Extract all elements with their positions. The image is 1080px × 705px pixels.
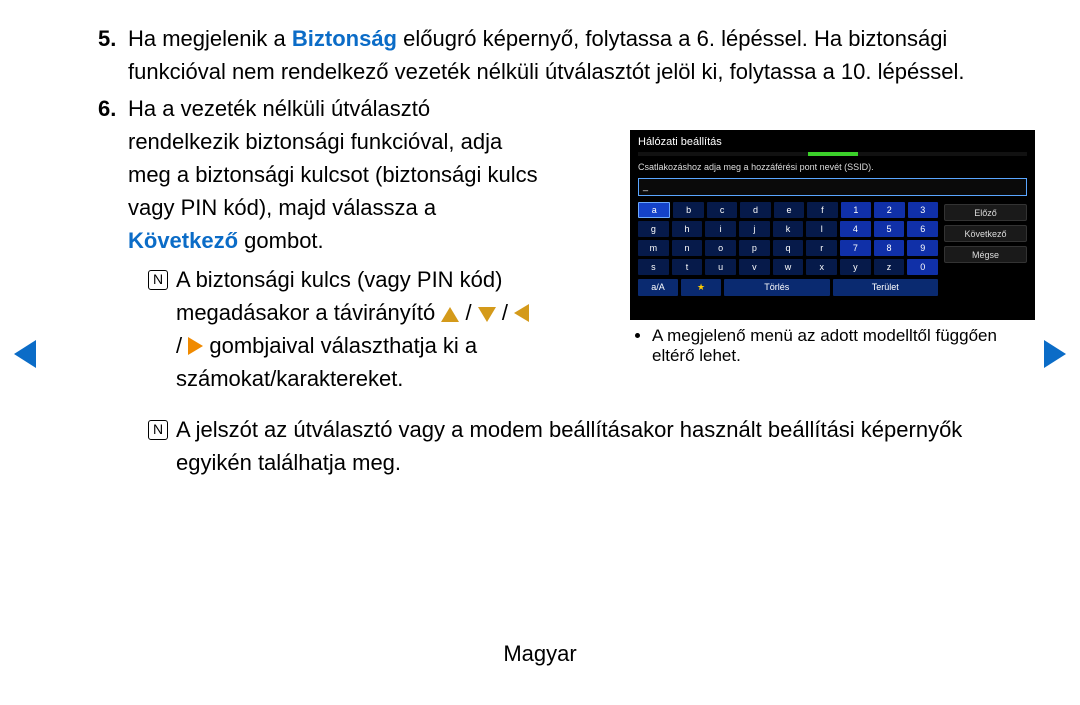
keyword-kovetkezo: Következő bbox=[128, 228, 238, 253]
key-b[interactable]: b bbox=[673, 202, 703, 218]
note-text: A biztonsági kulcs (vagy PIN kód) megadá… bbox=[176, 263, 536, 395]
key-f[interactable]: f bbox=[807, 202, 837, 218]
key-x[interactable]: x bbox=[806, 259, 837, 275]
key-0[interactable]: 0 bbox=[907, 259, 938, 275]
next-button[interactable]: Következő bbox=[944, 225, 1027, 242]
onscreen-keyboard: abcdef123 ghijkl456 mnopqr789 stuvwxyz0 a/A★… bbox=[638, 202, 938, 296]
note-icon: N bbox=[148, 263, 176, 395]
step-5: 5. Ha megjelenik a Biztonság előugró kép… bbox=[98, 22, 993, 88]
key-m[interactable]: m bbox=[638, 240, 669, 256]
note-text: A jelszót az útválasztó vagy a modem beá… bbox=[176, 413, 993, 479]
device-progress bbox=[638, 152, 1027, 156]
key-o[interactable]: o bbox=[705, 240, 736, 256]
step-number: 5. bbox=[98, 22, 128, 88]
step-number: 6. bbox=[98, 92, 128, 257]
prev-page-arrow[interactable] bbox=[14, 340, 36, 368]
ssid-input[interactable]: _ bbox=[638, 178, 1027, 196]
key-space[interactable]: Terület bbox=[833, 279, 939, 296]
dpad-right-icon bbox=[188, 337, 203, 355]
key-k[interactable]: k bbox=[773, 221, 804, 237]
key-1[interactable]: 1 bbox=[841, 202, 871, 218]
key-h[interactable]: h bbox=[672, 221, 703, 237]
key-p[interactable]: p bbox=[739, 240, 770, 256]
device-caption: A megjelenő menü az adott modelltől függ… bbox=[630, 326, 1025, 366]
step-text: Ha a vezeték nélküli útválasztó rendelke… bbox=[128, 92, 538, 257]
key-i[interactable]: i bbox=[705, 221, 736, 237]
key-9[interactable]: 9 bbox=[907, 240, 938, 256]
key-r[interactable]: r bbox=[806, 240, 837, 256]
note-b: N A jelszót az útválasztó vagy a modem b… bbox=[148, 413, 993, 479]
key-2[interactable]: 2 bbox=[874, 202, 904, 218]
key-l[interactable]: l bbox=[806, 221, 837, 237]
key-u[interactable]: u bbox=[705, 259, 736, 275]
next-page-arrow[interactable] bbox=[1044, 340, 1066, 368]
key-case-toggle[interactable]: a/A bbox=[638, 279, 678, 296]
dpad-up-icon bbox=[441, 307, 459, 322]
key-t[interactable]: t bbox=[672, 259, 703, 275]
note-icon: N bbox=[148, 413, 176, 479]
key-w[interactable]: w bbox=[773, 259, 804, 275]
key-n[interactable]: n bbox=[672, 240, 703, 256]
key-a[interactable]: a bbox=[638, 202, 670, 218]
key-3[interactable]: 3 bbox=[908, 202, 938, 218]
key-star[interactable]: ★ bbox=[681, 279, 721, 296]
key-delete[interactable]: Törlés bbox=[724, 279, 830, 296]
step-text: Ha megjelenik a Biztonság előugró képern… bbox=[128, 22, 993, 88]
dpad-left-icon bbox=[514, 304, 529, 322]
device-instruction: Csatlakozáshoz adja meg a hozzáférési po… bbox=[638, 162, 1027, 172]
key-z[interactable]: z bbox=[874, 259, 905, 275]
dpad-down-icon bbox=[478, 307, 496, 322]
key-5[interactable]: 5 bbox=[874, 221, 905, 237]
key-g[interactable]: g bbox=[638, 221, 669, 237]
key-y[interactable]: y bbox=[840, 259, 871, 275]
key-4[interactable]: 4 bbox=[840, 221, 871, 237]
key-6[interactable]: 6 bbox=[907, 221, 938, 237]
keyword-biztonsag: Biztonság bbox=[292, 26, 397, 51]
key-8[interactable]: 8 bbox=[874, 240, 905, 256]
key-c[interactable]: c bbox=[707, 202, 737, 218]
key-e[interactable]: e bbox=[774, 202, 804, 218]
key-v[interactable]: v bbox=[739, 259, 770, 275]
page-footer: Magyar bbox=[0, 641, 1080, 667]
key-q[interactable]: q bbox=[773, 240, 804, 256]
device-screenshot: Hálózati beállítás Csatlakozáshoz adja m… bbox=[630, 130, 1035, 320]
prev-button[interactable]: Előző bbox=[944, 204, 1027, 221]
key-j[interactable]: j bbox=[739, 221, 770, 237]
side-buttons: Előző Következő Mégse bbox=[944, 202, 1027, 296]
device-title: Hálózati beállítás bbox=[638, 136, 1027, 148]
cancel-button[interactable]: Mégse bbox=[944, 246, 1027, 263]
key-s[interactable]: s bbox=[638, 259, 669, 275]
key-7[interactable]: 7 bbox=[840, 240, 871, 256]
key-d[interactable]: d bbox=[740, 202, 770, 218]
